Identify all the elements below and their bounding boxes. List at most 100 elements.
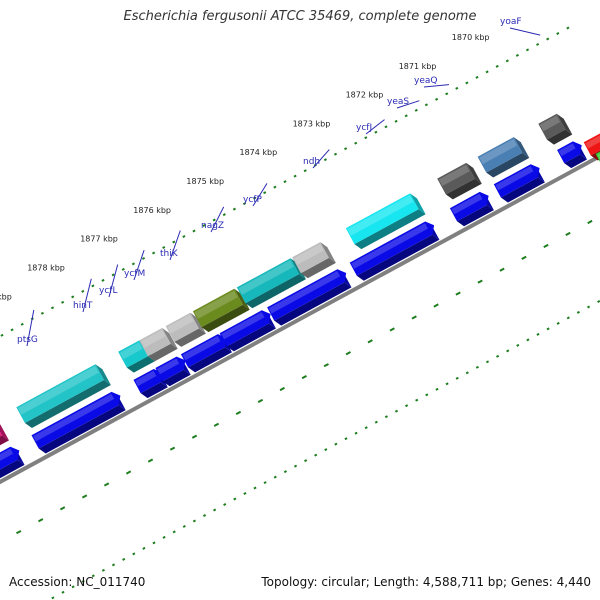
lower-tick-dot: [91, 574, 95, 578]
lower-tick-dot: [597, 300, 600, 303]
upper-tick-dot: [414, 108, 418, 112]
reverse-feature-highlight: [585, 135, 600, 149]
gene-feature-end: [162, 328, 178, 349]
gene-label: yeaS: [387, 97, 409, 107]
genome-stats-text: Topology: circular; Length: 4,588,711 bp…: [261, 575, 591, 589]
lower-tick-mark: [16, 530, 22, 535]
lower-tick-mark: [345, 351, 351, 356]
label-leaders: [26, 27, 541, 347]
backbone: [0, 153, 600, 485]
lower-tick-dot: [111, 563, 116, 567]
gene-leader-line: [210, 206, 225, 233]
gene-label: ndh: [303, 157, 320, 167]
gene-label: yeaQ: [414, 76, 437, 86]
cds-arrow-side: [162, 369, 191, 387]
gene-feature-end: [410, 193, 426, 215]
gene-feature-highlight: [194, 290, 238, 319]
gene-feature-end: [234, 288, 250, 310]
cds-arrow-highlight: [157, 358, 180, 375]
upper-tick-dot: [536, 43, 540, 46]
upper-tick-dot: [121, 267, 125, 271]
upper-tick-dot: [71, 295, 75, 299]
upper-tick-dot: [172, 240, 176, 244]
lower-tick-dot: [202, 514, 207, 517]
cds-arrow-highlight: [182, 335, 221, 361]
lower-tick-dot: [81, 579, 85, 583]
kbp-tick-label: 1875 kbp: [186, 177, 224, 186]
upper-tick-dot: [303, 169, 307, 173]
lower-tick-mark: [367, 339, 373, 344]
cds-arrow-side: [274, 282, 352, 326]
lower-tick-mark: [235, 410, 242, 415]
lower-tick-mark: [323, 363, 329, 368]
lower-tick-mark: [543, 243, 549, 248]
gene-feature-end: [320, 242, 336, 263]
gene-label: ycfP: [243, 195, 262, 205]
lower-tick-dot: [394, 409, 399, 413]
upper-tick-dot: [40, 311, 44, 315]
lower-tick-mark: [59, 506, 66, 511]
lower-tick-dot: [364, 426, 368, 430]
gene-label: ycfL: [99, 286, 117, 296]
reverse-feature: [583, 133, 600, 156]
upper-tick-dot: [212, 218, 216, 222]
kbp-tick-label: 1879 kbp: [0, 292, 12, 301]
lower-tick-dot: [445, 382, 449, 386]
lower-tick-dot: [556, 321, 560, 325]
gene-feature-side: [24, 380, 111, 428]
cds-arrow: [557, 141, 582, 164]
lower-tick-dot: [182, 525, 186, 528]
gene-label: hinT: [73, 301, 93, 311]
gene-feature-side: [126, 356, 155, 373]
cds-arrow-highlight: [135, 370, 157, 387]
lower-tick-dot: [374, 420, 378, 424]
gene-label: nagZ: [201, 221, 224, 231]
gene-leader-line: [396, 100, 420, 109]
gene-leader-line: [82, 278, 92, 313]
gene-feature: [0, 431, 2, 437]
upper-tick-dot: [222, 213, 226, 217]
gene-feature-side: [546, 129, 573, 145]
lower-tick-mark: [103, 482, 110, 487]
upper-tick-dot: [485, 70, 489, 74]
gene-feature-highlight: [479, 138, 518, 165]
lower-tick-dot: [51, 596, 55, 600]
cds-arrow-highlight: [351, 223, 428, 269]
lower-tick-dot: [334, 442, 338, 446]
cds-arrow-side: [188, 347, 232, 373]
lower-tick-dot: [415, 398, 419, 402]
lower-tick-mark: [125, 470, 132, 475]
lower-tick-mark: [81, 494, 88, 499]
lower-tick-mark: [389, 327, 395, 332]
upper-tick-dot: [202, 224, 206, 227]
gene-feature-end: [190, 312, 206, 334]
gene-leader-line: [509, 27, 541, 36]
lower-tick-dot: [465, 371, 469, 375]
kbp-tick-label: 1876 kbp: [133, 206, 171, 215]
upper-tick-dot: [81, 289, 85, 293]
lower-tick-dot: [152, 541, 156, 545]
lower-tick-mark: [411, 315, 417, 320]
lower-tick-dot: [304, 459, 308, 463]
gene-leader-line: [108, 264, 119, 298]
gene-leader-line: [365, 119, 385, 135]
upper-tick-dot: [546, 37, 550, 41]
lower-tick-dot: [192, 519, 196, 523]
lower-tick-mark: [433, 303, 439, 308]
upper-tick-dot: [333, 152, 338, 156]
kbp-tick-label: 1871 kbp: [399, 62, 437, 71]
gene-leader-line: [423, 84, 450, 88]
gene-feature-highlight: [140, 329, 166, 348]
lower-tick-dot: [172, 530, 176, 534]
gene-feature-highlight: [167, 314, 194, 334]
lower-tick-dot: [384, 415, 388, 419]
upper-tick-dot: [0, 333, 4, 337]
gene-feature-highlight: [438, 164, 470, 186]
cds-arrow-side: [226, 323, 276, 352]
lower-tick-mark: [477, 279, 483, 284]
upper-tick-dot: [152, 251, 156, 255]
lower-tick-dot: [455, 376, 459, 380]
upper-tick-dot: [91, 284, 95, 288]
lower-tick-dot: [61, 590, 65, 594]
gene-feature-highlight: [347, 195, 414, 236]
